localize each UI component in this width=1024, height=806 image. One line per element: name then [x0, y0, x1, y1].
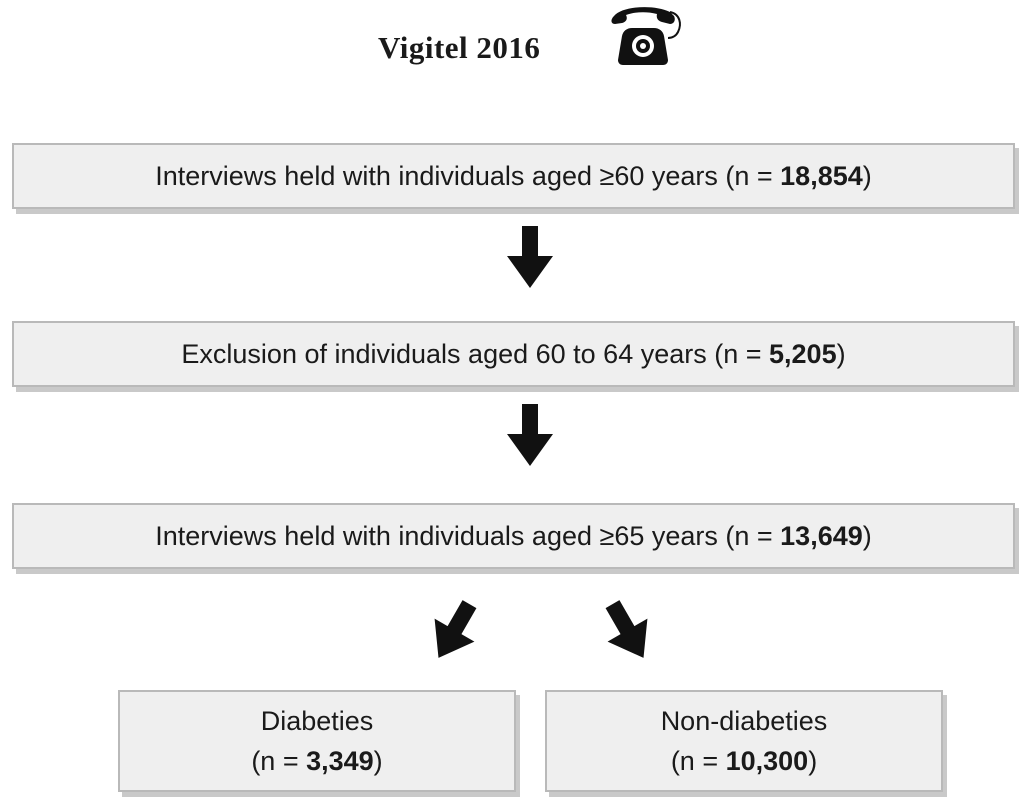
flow-box-exclusion-60-64-text: Exclusion of individuals aged 60 to 64 y…	[181, 338, 846, 369]
flow-box-exclusion-60-64: Exclusion of individuals aged 60 to 64 y…	[12, 321, 1015, 387]
count-3349: 3,349	[306, 746, 374, 776]
non-diabetes-label: Non-diabeties	[660, 706, 828, 736]
down-right-arrow-icon	[605, 600, 648, 658]
header: Vigitel 2016	[0, 0, 1024, 100]
flow-box-interviews-65-text: Interviews held with individuals aged ≥6…	[155, 520, 872, 551]
flow-box-diabetes: Diabeties (n = 3,349)	[118, 690, 516, 792]
flow-box-non-diabetes: Non-diabeties (n = 10,300)	[545, 690, 943, 792]
down-arrow-icon	[507, 226, 553, 288]
count-13649: 13,649	[780, 520, 863, 551]
count-18854: 18,854	[780, 160, 863, 191]
flow-box-interviews-60-text: Interviews held with individuals aged ≥6…	[155, 160, 872, 191]
flow-box-interviews-60: Interviews held with individuals aged ≥6…	[12, 143, 1015, 209]
count-10300: 10,300	[725, 746, 809, 776]
telephone-icon	[611, 7, 681, 65]
down-left-arrow-icon	[434, 600, 477, 658]
flow-box-interviews-65: Interviews held with individuals aged ≥6…	[12, 503, 1015, 569]
survey-title: Vigitel 2016	[378, 30, 541, 65]
count-5205: 5,205	[769, 338, 837, 369]
diabetes-count-line: (n = 3,349)	[251, 746, 383, 776]
diabetes-label: Diabeties	[260, 706, 374, 736]
non-diabetes-count-line: (n = 10,300)	[670, 746, 818, 776]
down-arrow-icon	[507, 404, 553, 466]
